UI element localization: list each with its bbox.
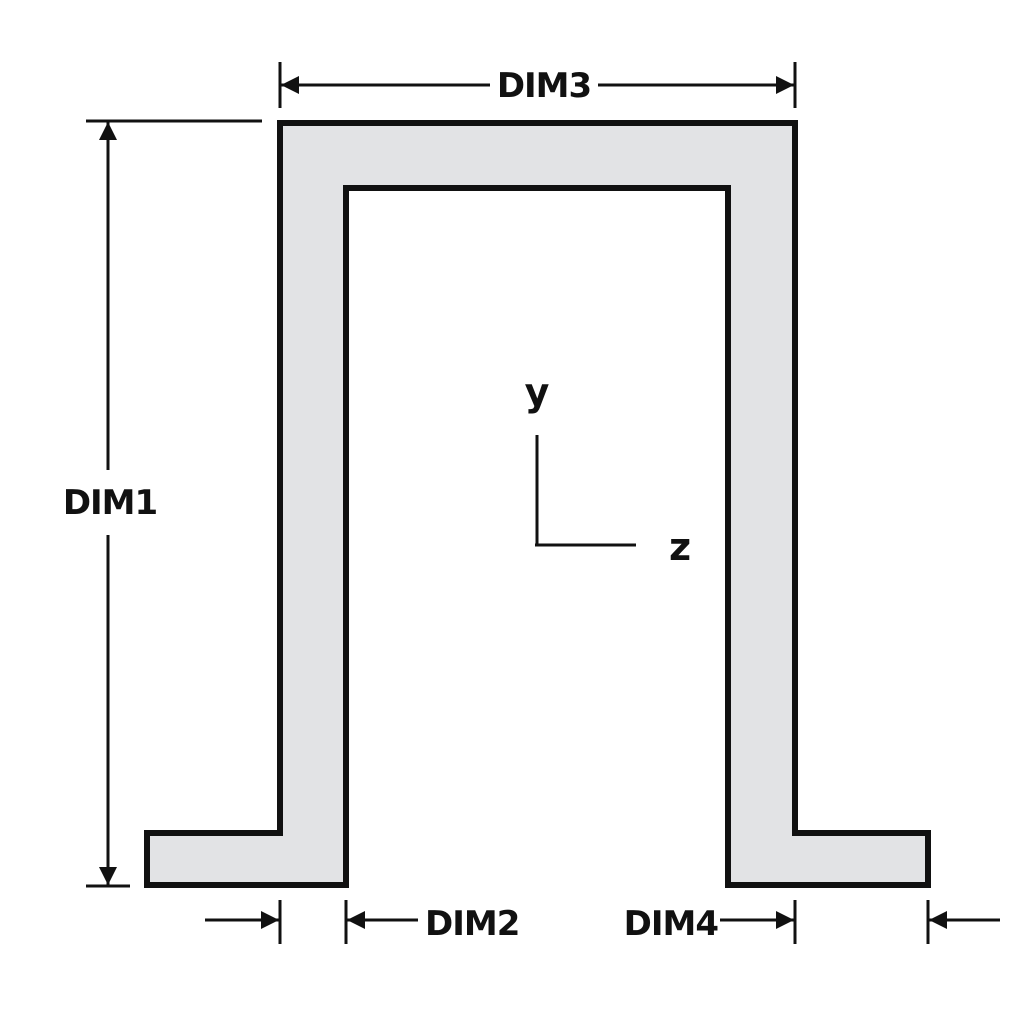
dim2-dimension: DIM2 xyxy=(205,900,520,944)
dim4-label: DIM4 xyxy=(624,904,719,944)
coordinate-axes: y z xyxy=(525,370,691,569)
dim4-dimension: DIM4 xyxy=(624,900,1000,944)
dim2-label: DIM2 xyxy=(425,904,519,944)
dim1-label: DIM1 xyxy=(63,483,157,523)
dim1-dimension: DIM1 xyxy=(63,119,262,888)
hat-section-shape xyxy=(144,120,931,888)
dim3-dimension: DIM3 xyxy=(278,62,797,108)
z-axis-label: z xyxy=(669,525,691,569)
dim3-label: DIM3 xyxy=(497,66,591,106)
y-axis-label: y xyxy=(525,370,550,414)
